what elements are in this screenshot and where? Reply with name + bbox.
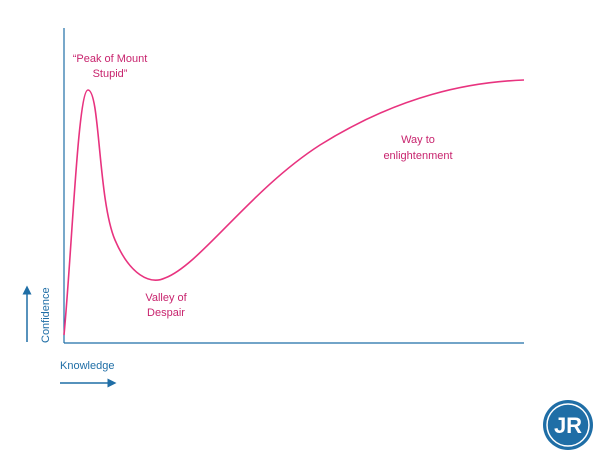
logo-circle bbox=[543, 400, 593, 450]
annotation: enlightenment bbox=[383, 150, 452, 162]
annotation: Valley of bbox=[145, 292, 187, 304]
annotation: Despair bbox=[147, 307, 185, 319]
logo: JR bbox=[543, 400, 593, 450]
x-axis-label: Knowledge bbox=[60, 360, 114, 372]
annotation: Stupid” bbox=[93, 68, 128, 80]
logo-text: JR bbox=[554, 413, 582, 438]
curve bbox=[63, 79, 525, 336]
y-axis-label: Confidence bbox=[40, 287, 52, 343]
annotation: “Peak of Mount bbox=[73, 53, 148, 65]
annotation: Way to bbox=[401, 134, 435, 146]
logo-ring bbox=[546, 403, 590, 447]
